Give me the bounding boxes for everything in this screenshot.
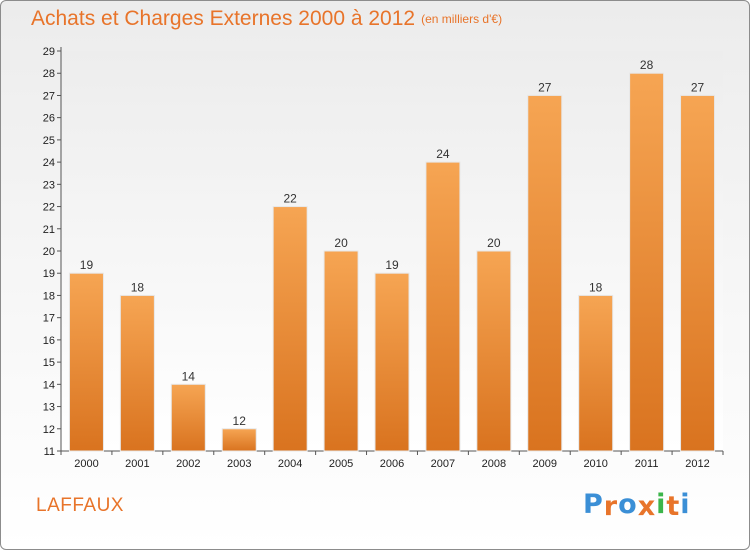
x-tick-label: 2000 xyxy=(74,458,98,470)
value-label: 27 xyxy=(691,80,705,94)
value-label: 24 xyxy=(436,147,450,161)
logo-letter: r xyxy=(603,491,619,522)
bar-2009 xyxy=(527,94,563,452)
proxiti-logo: Proxiti xyxy=(583,489,691,522)
x-tick-label: 2008 xyxy=(482,458,506,470)
value-label: 12 xyxy=(233,414,247,428)
bar-2000 xyxy=(68,272,104,452)
value-label: 27 xyxy=(538,80,552,94)
y-tick-label: 18 xyxy=(43,290,55,302)
y-tick-label: 20 xyxy=(43,246,55,258)
bar-2008 xyxy=(476,250,512,452)
value-label: 18 xyxy=(131,280,145,294)
x-tick-label: 2011 xyxy=(635,458,659,470)
logo-letter: o xyxy=(618,489,638,520)
value-label: 20 xyxy=(334,236,348,250)
value-labels: 19 18 14 12 22 20 19 24 20 27 18 28 27 xyxy=(80,58,705,428)
value-label: 14 xyxy=(182,369,196,383)
logo-letter: x xyxy=(637,491,657,522)
bar-2002 xyxy=(170,383,206,452)
y-tick-label: 23 xyxy=(43,179,55,191)
logo-letter: t xyxy=(666,491,681,522)
y-axis: 11 12 13 14 15 16 17 18 19 20 21 22 23 24 25 26 27 28 29 xyxy=(43,46,62,458)
value-label: 19 xyxy=(80,258,94,272)
y-tick-label: 12 xyxy=(43,424,55,436)
chart-title-text: Achats et Charges Externes 2000 à 2012 xyxy=(31,7,416,30)
y-tick-label: 27 xyxy=(43,90,55,102)
bar-2010 xyxy=(578,294,614,452)
x-tick-label: 2005 xyxy=(329,458,353,470)
x-tick-label: 2006 xyxy=(380,458,404,470)
bar-2003 xyxy=(221,428,257,452)
value-label: 18 xyxy=(589,280,603,294)
logo-letter: P xyxy=(583,489,604,520)
y-tick-label: 15 xyxy=(43,357,55,369)
value-label: 22 xyxy=(283,192,297,206)
chart-unit: (en milliers d'€) xyxy=(421,12,503,26)
y-tick-label: 21 xyxy=(43,224,55,236)
bar-2004 xyxy=(272,206,308,452)
x-tick-label: 2007 xyxy=(431,458,455,470)
value-label: 20 xyxy=(487,236,501,250)
y-tick-label: 14 xyxy=(43,379,55,391)
y-tick-label: 22 xyxy=(43,202,55,214)
x-axis: 2000 2001 2002 2003 2004 2005 2006 2007 2008 2009… xyxy=(60,450,724,470)
y-tick-label: 28 xyxy=(43,68,55,80)
bar-2007 xyxy=(425,161,461,452)
chart-title: Achats et Charges Externes 2000 à 2012 (e… xyxy=(31,7,502,31)
value-label: 19 xyxy=(385,258,399,272)
y-tick-label: 17 xyxy=(43,313,55,325)
commune-name: LAFFAUX xyxy=(36,495,124,516)
bar-2011 xyxy=(629,72,665,452)
bar-2012 xyxy=(680,94,716,452)
x-tick-label: 2012 xyxy=(685,458,709,470)
y-tick-label: 26 xyxy=(43,113,55,125)
y-tick-label: 16 xyxy=(43,335,55,347)
y-tick-label: 25 xyxy=(43,135,55,147)
x-tick-label: 2010 xyxy=(583,458,607,470)
y-tick-label: 24 xyxy=(43,157,55,169)
bar-2001 xyxy=(119,294,155,452)
bar-2005 xyxy=(323,250,359,452)
y-tick-label: 19 xyxy=(43,268,55,280)
logo-letter: i xyxy=(656,489,667,520)
x-tick-label: 2001 xyxy=(125,458,149,470)
x-tick-label: 2003 xyxy=(227,458,251,470)
x-tick-label: 2004 xyxy=(278,458,302,470)
y-tick-label: 11 xyxy=(44,446,55,458)
x-tick-label: 2009 xyxy=(533,458,557,470)
x-tick-label: 2002 xyxy=(176,458,200,470)
y-tick-label: 29 xyxy=(43,46,55,58)
value-label: 28 xyxy=(640,58,654,72)
bars xyxy=(68,72,716,452)
y-tick-label: 13 xyxy=(43,402,55,414)
logo-letter: i xyxy=(680,489,691,520)
bar-2006 xyxy=(374,272,410,452)
